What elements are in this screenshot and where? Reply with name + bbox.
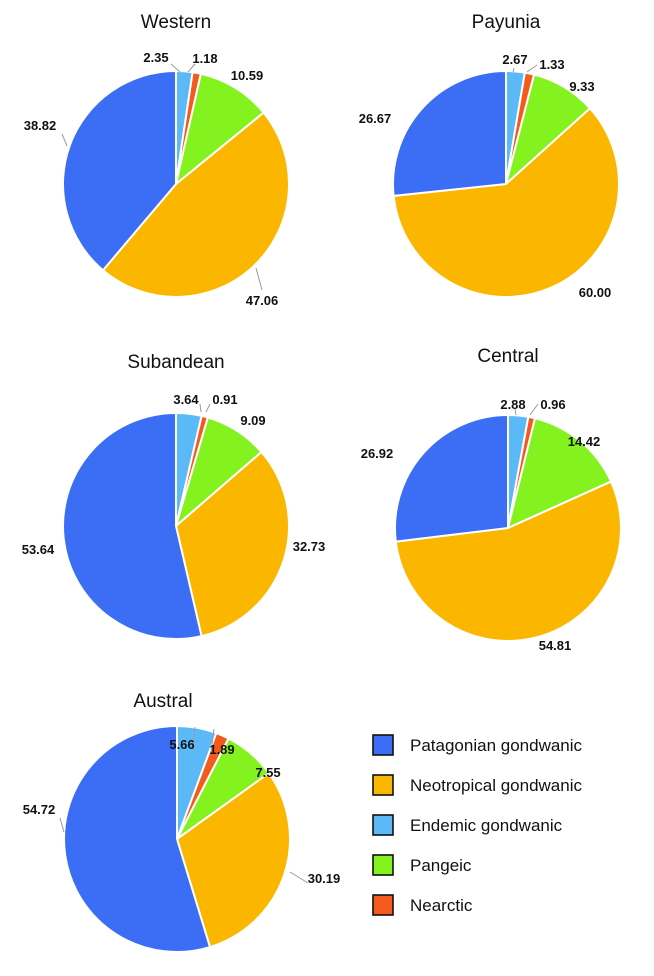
leader-line (205, 403, 211, 413)
leader-line (210, 728, 215, 753)
data-label-pangeic: 14.42 (568, 434, 601, 449)
leader-line (170, 63, 181, 73)
data-label-nearctic: 0.96 (540, 397, 565, 412)
legend-item-nearctic: Nearctic (372, 894, 473, 916)
chart-title: Payunia (472, 12, 541, 33)
data-label-pangeic: 10.59 (231, 68, 264, 83)
leader-line (59, 817, 65, 833)
leader-line (526, 64, 538, 73)
legend-label: Endemic gondwanic (410, 816, 563, 835)
pie-slice-patagonian-gondwanic (394, 414, 509, 543)
data-label-patagonian-gondwanic: 26.92 (361, 446, 394, 461)
chart-title: Western (141, 12, 211, 33)
legend-item-neotropical-gondwanic: Neotropical gondwanic (372, 774, 582, 796)
data-label-neotropical-gondwanic: 60.00 (579, 285, 612, 300)
data-label-endemic-gondwanic: 5.66 (169, 737, 194, 752)
data-label-neotropical-gondwanic: 47.06 (246, 293, 279, 308)
legend-swatch (372, 774, 394, 796)
data-label-pangeic: 9.09 (240, 413, 265, 428)
legend-item-endemic-gondwanic: Endemic gondwanic (372, 814, 563, 836)
pie-slice-patagonian-gondwanic (63, 725, 211, 953)
pie-slice-patagonian-gondwanic (392, 70, 507, 197)
legend-label: Neotropical gondwanic (410, 776, 582, 795)
chart-legend: Patagonian gondwanic Neotropical gondwani… (372, 734, 583, 916)
pie-slice-neotropical-gondwanic (176, 772, 291, 949)
pie-slice-pangeic (175, 72, 265, 185)
data-label-pangeic: 9.33 (569, 79, 594, 94)
leader-line (255, 267, 263, 291)
legend-label: Pangeic (410, 856, 472, 875)
data-label-nearctic: 1.89 (209, 742, 234, 757)
pie-chart-western: Western 2.35 1.18 10.59 47.06 38.82 (24, 12, 290, 308)
chart-title: Subandean (127, 352, 224, 373)
legend-swatch (372, 894, 394, 916)
legend-swatch (372, 814, 394, 836)
chart-title: Austral (133, 691, 192, 712)
data-label-patagonian-gondwanic: 53.64 (22, 542, 55, 557)
leader-line (187, 63, 196, 73)
data-label-patagonian-gondwanic: 54.72 (23, 802, 56, 817)
data-label-patagonian-gondwanic: 38.82 (24, 118, 57, 133)
legend-swatch (372, 854, 394, 876)
legend-label: Patagonian gondwanic (410, 736, 583, 755)
legend-item-pangeic: Pangeic (372, 854, 472, 876)
chart-title: Central (477, 346, 538, 367)
pie-slice-patagonian-gondwanic (62, 70, 177, 272)
data-label-nearctic: 1.18 (192, 51, 217, 66)
leader-line (289, 871, 309, 884)
pie-chart-payunia: Payunia 2.67 1.33 9.33 60.00 26.67 (359, 12, 620, 300)
data-label-neotropical-gondwanic: 30.19 (308, 871, 341, 886)
data-label-endemic-gondwanic: 2.35 (143, 50, 168, 65)
pie-slice-neotropical-gondwanic (101, 111, 290, 299)
data-label-pangeic: 7.55 (255, 765, 280, 780)
leader-line (192, 726, 196, 751)
pie-slice-neotropical-gondwanic (175, 451, 290, 638)
pie-charts-group: Western 2.35 1.18 10.59 47.06 38.82 Payunia 2.6… (22, 12, 622, 953)
legend-swatch (372, 734, 394, 756)
pie-chart-subandean: Subandean 3.64 0.919.09 32.73 53.64 (22, 352, 326, 640)
pie-slice-pangeic (507, 417, 613, 529)
pie-slice-neotropical-gondwanic (394, 480, 622, 642)
leader-line (512, 67, 515, 73)
data-label-endemic-gondwanic: 3.64 (173, 392, 199, 407)
pie-chart-central: Central 2.88 0.96 14.42 54.81 26.92 (361, 346, 622, 653)
pie-slice-neotropical-gondwanic (392, 107, 620, 298)
data-label-endemic-gondwanic: 2.67 (502, 52, 527, 67)
leader-line (61, 133, 68, 147)
leader-line (514, 408, 517, 416)
leader-line (529, 403, 539, 416)
data-label-neotropical-gondwanic: 32.73 (293, 539, 326, 554)
pie-slice-patagonian-gondwanic (62, 412, 203, 640)
legend-label: Nearctic (410, 896, 473, 915)
data-label-patagonian-gondwanic: 26.67 (359, 111, 392, 126)
data-label-endemic-gondwanic: 2.88 (500, 397, 525, 412)
data-label-neotropical-gondwanic: 54.81 (539, 638, 572, 653)
leader-line (199, 403, 202, 413)
data-label-nearctic: 1.33 (539, 57, 564, 72)
legend-item-patagonian-gondwanic: Patagonian gondwanic (372, 734, 583, 756)
pie-chart-austral: Austral 5.66 1.89 7.55 30.19 54.72 (23, 691, 341, 953)
data-label-nearctic: 0.91 (212, 392, 237, 407)
